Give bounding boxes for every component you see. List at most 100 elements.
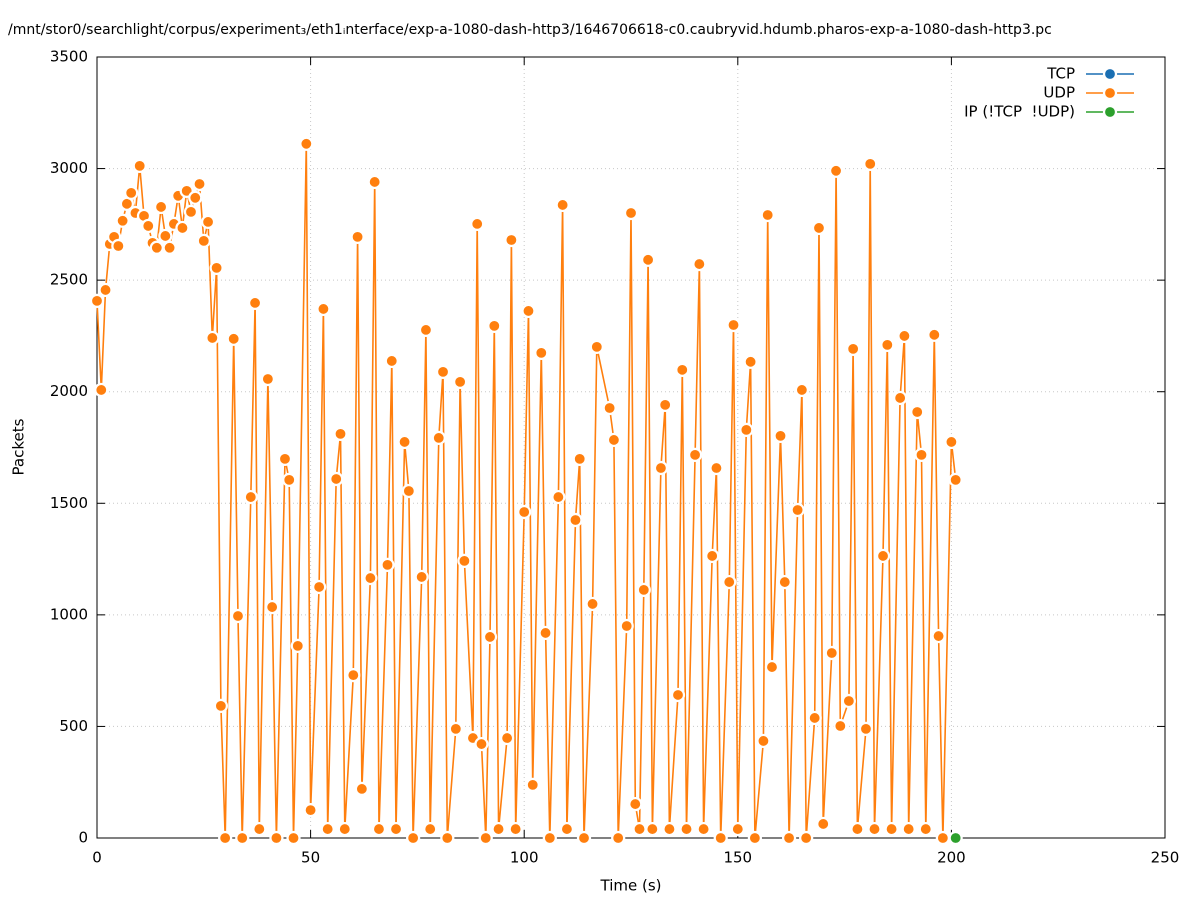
data-point bbox=[585, 596, 600, 612]
data-point bbox=[247, 295, 263, 311]
data-point bbox=[333, 426, 348, 441]
data-point bbox=[205, 330, 220, 346]
data-point bbox=[555, 197, 570, 213]
data-point bbox=[538, 625, 553, 641]
data-point bbox=[645, 821, 660, 837]
data-point bbox=[504, 232, 519, 248]
data-point bbox=[517, 504, 532, 520]
data-point bbox=[828, 163, 844, 178]
x-tick-label: 200 bbox=[937, 849, 966, 867]
data-point bbox=[226, 331, 241, 346]
data-point bbox=[743, 354, 758, 369]
data-point bbox=[568, 512, 583, 528]
data-point bbox=[726, 317, 741, 333]
data-point bbox=[482, 629, 498, 645]
data-point bbox=[794, 382, 809, 398]
data-point bbox=[277, 451, 293, 466]
legend-label: UDP bbox=[1043, 84, 1075, 102]
data-point bbox=[777, 574, 792, 590]
legend-marker bbox=[1102, 66, 1118, 82]
data-point bbox=[696, 821, 711, 837]
data-point bbox=[94, 382, 109, 398]
data-point bbox=[474, 736, 489, 752]
data-point bbox=[401, 483, 416, 499]
data-point bbox=[521, 303, 536, 319]
data-point bbox=[897, 328, 912, 344]
data-point bbox=[346, 668, 361, 683]
data-point bbox=[153, 199, 169, 215]
data-point bbox=[948, 472, 963, 487]
data-point bbox=[893, 390, 908, 406]
data-point bbox=[423, 821, 438, 837]
legend-label: TCP bbox=[1046, 65, 1075, 83]
data-point bbox=[406, 830, 421, 846]
data-point bbox=[388, 821, 404, 837]
data-point bbox=[739, 422, 754, 437]
data-point bbox=[115, 213, 130, 228]
data-point bbox=[525, 777, 540, 792]
data-point bbox=[927, 327, 942, 342]
data-point bbox=[884, 821, 899, 837]
data-point bbox=[858, 721, 874, 736]
data-point bbox=[653, 460, 669, 476]
y-tick-label: 3000 bbox=[50, 159, 88, 177]
data-point bbox=[687, 447, 703, 462]
data-point bbox=[265, 599, 280, 615]
data-point bbox=[448, 721, 463, 736]
data-point bbox=[158, 228, 173, 244]
data-point bbox=[431, 430, 446, 446]
data-point bbox=[260, 371, 275, 387]
data-point bbox=[867, 821, 882, 837]
data-point bbox=[542, 830, 557, 846]
data-point bbox=[833, 718, 848, 734]
data-point bbox=[175, 220, 190, 236]
legend-marker bbox=[1102, 85, 1118, 101]
data-point bbox=[559, 821, 575, 837]
y-tick-label: 0 bbox=[78, 829, 88, 847]
data-point bbox=[606, 432, 622, 448]
data-point bbox=[320, 821, 335, 837]
data-point bbox=[760, 207, 775, 223]
data-point bbox=[781, 830, 797, 846]
chart-title: /mnt/stor0/searchlight/corpus/experiment… bbox=[8, 22, 1052, 38]
data-point bbox=[380, 557, 395, 572]
y-tick-label: 500 bbox=[59, 717, 88, 735]
data-point bbox=[243, 489, 258, 505]
data-point bbox=[418, 322, 434, 338]
data-point bbox=[312, 579, 327, 595]
data-point bbox=[329, 471, 344, 487]
data-point bbox=[636, 582, 651, 597]
data-point bbox=[183, 204, 199, 219]
data-point bbox=[440, 830, 455, 846]
data-point bbox=[414, 569, 429, 585]
y-tick-label: 3500 bbox=[50, 48, 88, 66]
y-tick-label: 1500 bbox=[50, 494, 88, 512]
data-point bbox=[453, 374, 468, 389]
data-point bbox=[713, 830, 728, 846]
data-point bbox=[149, 240, 164, 255]
y-tick-label: 2000 bbox=[50, 382, 88, 400]
data-point bbox=[89, 293, 105, 308]
y-axis-label: Packets bbox=[10, 418, 28, 475]
data-point bbox=[350, 229, 365, 244]
data-point bbox=[316, 301, 331, 317]
data-point bbox=[470, 216, 485, 232]
data-point bbox=[756, 733, 771, 749]
data-point bbox=[709, 460, 724, 476]
data-point bbox=[303, 803, 318, 818]
data-point bbox=[764, 659, 780, 675]
data-point bbox=[435, 364, 451, 379]
data-point bbox=[589, 339, 604, 354]
x-tick-label: 150 bbox=[723, 849, 752, 867]
x-tick-label: 100 bbox=[510, 849, 539, 867]
data-point bbox=[679, 821, 694, 837]
data-point bbox=[773, 428, 788, 443]
data-point bbox=[675, 362, 690, 377]
data-point bbox=[619, 618, 634, 634]
data-point bbox=[299, 136, 314, 151]
data-point bbox=[508, 821, 523, 837]
data-point bbox=[534, 345, 549, 360]
data-point bbox=[235, 830, 250, 846]
